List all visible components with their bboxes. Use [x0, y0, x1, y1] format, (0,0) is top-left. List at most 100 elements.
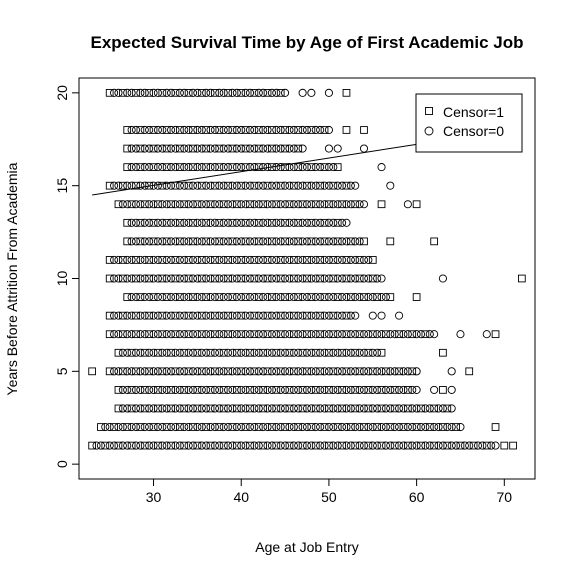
point-censor0	[324, 218, 333, 227]
point-censor0	[241, 385, 250, 394]
point-censor1	[307, 218, 316, 227]
point-censor1	[338, 200, 346, 209]
point-censor1	[342, 330, 351, 339]
point-censor0	[127, 255, 136, 264]
point-censor0	[377, 274, 386, 283]
point-censor0	[259, 330, 268, 339]
point-censor1	[333, 163, 342, 171]
point-censor0	[465, 441, 474, 450]
point-censor0	[184, 163, 193, 172]
point-censor0	[307, 348, 316, 357]
point-censor0	[346, 311, 355, 320]
point-censor0	[364, 255, 373, 264]
point-censor1	[189, 237, 197, 246]
point-censor0	[259, 293, 268, 302]
point-censor0	[307, 274, 316, 283]
point-censor1	[250, 311, 259, 320]
point-censor0	[302, 385, 312, 394]
point-censor0	[386, 367, 395, 376]
point-censor1	[289, 330, 298, 339]
point-censor1	[145, 256, 154, 264]
point-censor1	[132, 367, 140, 376]
point-censor1	[272, 386, 281, 394]
point-censor1	[386, 237, 395, 246]
point-censor1	[456, 441, 465, 450]
point-censor0	[219, 255, 228, 264]
chart-title: Expected Survival Time by Age of First A…	[90, 33, 523, 52]
point-censor0	[263, 125, 272, 135]
point-censor1	[316, 181, 325, 190]
point-censor0	[175, 385, 184, 394]
point-censor1	[364, 386, 373, 394]
point-censor0	[368, 311, 377, 320]
point-censor0	[408, 385, 417, 394]
point-censor0	[338, 311, 347, 320]
point-censor1	[377, 386, 386, 394]
point-censor1	[320, 126, 329, 134]
point-censor1	[263, 311, 272, 320]
point-censor0	[298, 255, 307, 264]
point-censor1	[509, 441, 517, 450]
point-censor0	[324, 88, 333, 97]
point-censor0	[149, 255, 158, 264]
point-censor1	[171, 311, 180, 320]
point-censor1	[276, 89, 285, 97]
point-censor0	[272, 181, 281, 190]
point-censor1	[377, 404, 386, 413]
point-censor1	[123, 293, 132, 301]
point-censor0	[114, 274, 123, 283]
point-censor0	[180, 125, 189, 135]
point-censor0	[158, 422, 167, 432]
point-censor0	[333, 367, 342, 376]
point-censor1	[145, 89, 154, 97]
point-censor1	[184, 274, 193, 283]
point-censor0	[153, 255, 162, 264]
point-censor0	[118, 348, 127, 357]
point-censor1	[132, 181, 140, 190]
point-censor0	[456, 422, 465, 432]
point-censor0	[316, 404, 325, 413]
point-censor0	[285, 181, 294, 190]
point-censor0	[351, 237, 360, 246]
point-censor0	[228, 88, 237, 97]
point-censor0	[298, 367, 307, 376]
point-censor0	[351, 311, 360, 320]
point-censor1	[211, 367, 219, 376]
point-censor0	[206, 330, 215, 339]
point-censor1	[105, 256, 114, 264]
point-censor1	[228, 218, 237, 227]
point-censor0	[123, 88, 132, 97]
point-censor1	[158, 367, 167, 376]
point-censor0	[333, 348, 342, 357]
point-censor1	[228, 163, 237, 171]
legend-square-marker	[425, 107, 433, 115]
point-censor0	[416, 330, 426, 339]
point-censor0	[232, 144, 241, 153]
point-censor0	[145, 200, 154, 209]
point-censor0	[351, 330, 360, 339]
point-censor0	[338, 181, 347, 190]
point-censor0	[193, 163, 202, 172]
point-censor0	[487, 441, 496, 450]
point-censor1	[114, 386, 123, 394]
point-censor0	[272, 330, 281, 339]
point-censor1	[246, 404, 254, 413]
point-censor1	[377, 200, 386, 209]
point-censor0	[381, 441, 390, 450]
point-censor1	[491, 423, 500, 431]
point-censor0	[364, 274, 373, 283]
point-censor0	[399, 404, 408, 413]
point-censor1	[316, 367, 325, 376]
point-censor0	[333, 311, 342, 320]
point-censor0	[289, 200, 298, 209]
point-censor0	[153, 163, 162, 172]
point-censor0	[276, 404, 285, 413]
point-censor0	[158, 404, 167, 413]
point-censor1	[241, 423, 250, 431]
point-censor0	[263, 404, 272, 413]
point-censor0	[193, 181, 202, 190]
point-censor1	[189, 144, 197, 153]
point-censor1	[373, 293, 382, 301]
point-censor1	[189, 126, 197, 134]
x-tick-label: 50	[321, 489, 337, 505]
